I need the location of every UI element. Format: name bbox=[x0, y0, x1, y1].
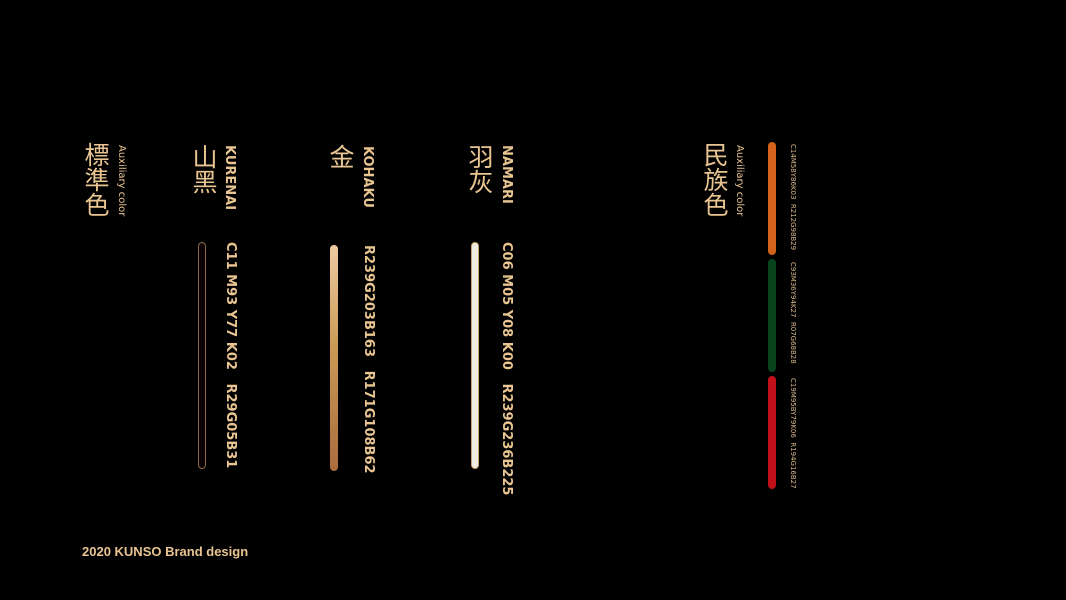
color-values: R239G203B163 R171G108B62 bbox=[361, 245, 376, 474]
ethnic-swatch-orange bbox=[768, 142, 776, 255]
ethnic-values-orange: C14M58Y86K03 R212G98B29 bbox=[789, 144, 797, 251]
footer-text: 2020 KUNSO Brand design bbox=[82, 544, 249, 559]
standard-colors-title: 標準色 bbox=[81, 142, 110, 217]
ethnic-swatch-green bbox=[768, 259, 776, 372]
ethnic-colors-subtitle: Auxiliary color bbox=[734, 145, 745, 217]
color-values: C11 M93 Y77 K02 R29G05B31 bbox=[223, 242, 238, 469]
color-swatch bbox=[330, 245, 338, 471]
color-name: NAMARI bbox=[499, 145, 514, 204]
color-kanji: 金 bbox=[326, 144, 355, 169]
ethnic-values-green: C93M36Y94K27 R07G68B28 bbox=[789, 262, 797, 364]
standard-colors-subtitle: Auxiliary color bbox=[116, 145, 127, 217]
color-swatch bbox=[198, 242, 206, 469]
color-name: KOHAKU bbox=[360, 146, 375, 208]
color-kanji: 山黑 bbox=[189, 144, 218, 194]
color-swatch bbox=[471, 242, 479, 469]
ethnic-colors-title: 民族色 bbox=[700, 142, 729, 217]
color-kanji: 羽灰 bbox=[465, 144, 494, 194]
ethnic-values-red: C19M95BY79K06 R194G16B27 bbox=[789, 378, 797, 489]
color-name: KURENAI bbox=[222, 145, 237, 211]
color-values: C06 M05 Y08 K00 R239G236B225 bbox=[499, 242, 514, 496]
ethnic-swatch-red bbox=[768, 376, 776, 489]
